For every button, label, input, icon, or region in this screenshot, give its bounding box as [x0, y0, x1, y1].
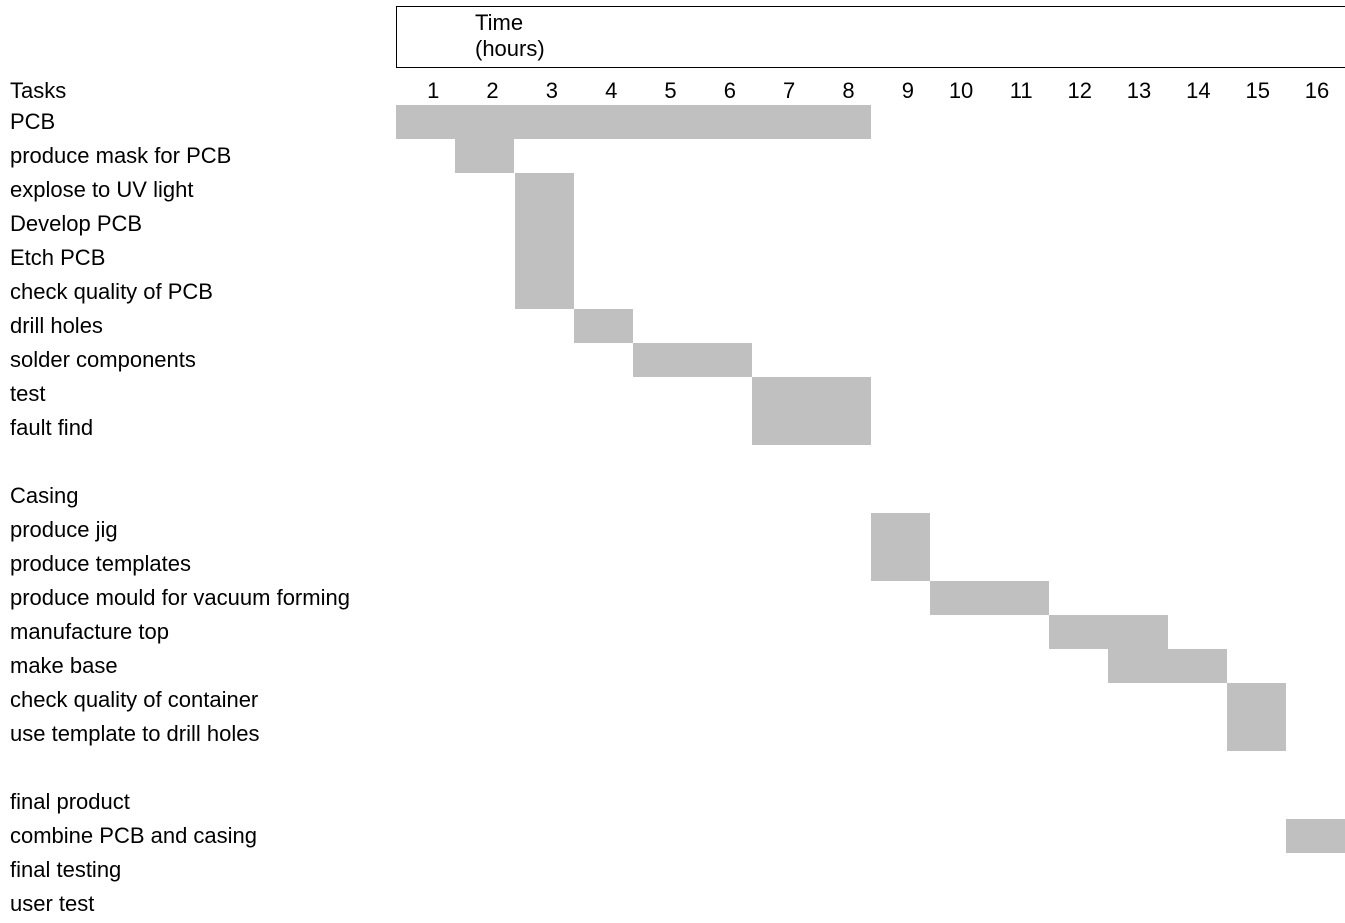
task-label: fault find — [10, 415, 94, 440]
hour-tick-label: 16 — [1304, 78, 1330, 103]
task-label: check quality of PCB — [10, 279, 213, 304]
gantt-bar — [1227, 683, 1286, 751]
gantt-bar — [752, 377, 871, 445]
task-label: produce mask for PCB — [10, 143, 232, 168]
tasks-column-header: Tasks — [10, 78, 67, 103]
task-label: produce mould for vacuum forming — [10, 585, 350, 610]
hour-tick-label: 14 — [1186, 78, 1211, 103]
task-label: final product — [10, 789, 130, 814]
task-label: produce jig — [10, 517, 118, 542]
time-title-line-1: Time — [475, 10, 524, 35]
task-label: combine PCB and casing — [10, 823, 258, 848]
hour-tick-label: 10 — [948, 78, 974, 103]
task-label: produce templates — [10, 551, 191, 576]
gantt-bar — [455, 139, 514, 173]
task-label: use template to drill holes — [10, 721, 260, 746]
hour-tick-label: 1 — [427, 78, 440, 103]
task-label: check quality of container — [10, 687, 259, 712]
task-label: drill holes — [10, 313, 103, 338]
hour-tick-label: 3 — [545, 78, 558, 103]
hour-tick-label: 4 — [605, 78, 618, 103]
gantt-bar — [871, 513, 930, 581]
gantt-bar — [574, 309, 633, 343]
hour-tick-label: 15 — [1245, 78, 1270, 103]
hour-tick-label: 5 — [664, 78, 677, 103]
hour-tick-label: 11 — [1009, 78, 1033, 103]
hour-tick-label: 2 — [486, 78, 499, 103]
task-label: manufacture top — [10, 619, 169, 644]
gantt-bar — [930, 581, 1049, 615]
task-label: PCB — [10, 109, 56, 134]
task-label: Etch PCB — [10, 245, 106, 270]
task-label: solder components — [10, 347, 196, 372]
hour-tick-label: 13 — [1126, 78, 1152, 103]
time-title-line-2: (hours) — [475, 36, 545, 61]
gantt-bar — [633, 343, 752, 377]
gantt-bar — [1108, 649, 1227, 683]
task-label: Casing — [10, 483, 79, 508]
task-label: Develop PCB — [10, 211, 143, 236]
hour-tick-label: 12 — [1067, 78, 1092, 103]
gantt-bar — [515, 173, 574, 309]
task-label: final testing — [10, 857, 122, 882]
gantt-bar — [396, 105, 871, 139]
task-label: test — [10, 381, 46, 406]
task-label: user test — [10, 891, 95, 916]
gantt-bar — [1286, 819, 1345, 853]
hour-tick-label: 9 — [901, 78, 914, 103]
hour-tick-label: 6 — [723, 78, 736, 103]
hour-tick-label: 8 — [842, 78, 855, 103]
time-header-box — [396, 6, 1345, 68]
task-label: explose to UV light — [10, 177, 194, 202]
gantt-bar — [1049, 615, 1168, 649]
task-label: make base — [10, 653, 118, 678]
hour-tick-label: 7 — [783, 78, 796, 103]
